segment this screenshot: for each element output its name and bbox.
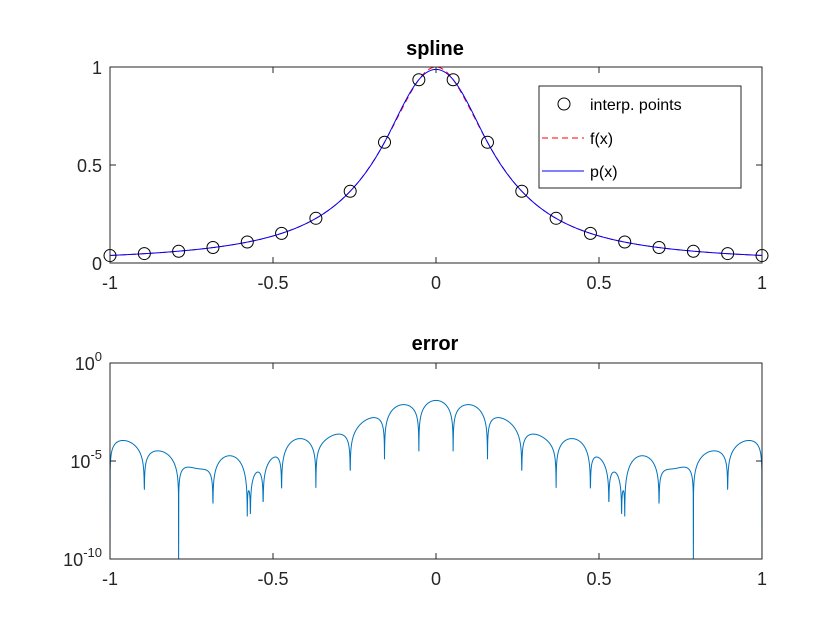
interp-point-marker [652,241,666,255]
spline-title: spline [406,38,464,60]
interp-point-marker [583,226,597,240]
y-tick-label: 0 [92,254,102,274]
error-line [110,399,762,559]
interp-point-marker [206,241,220,255]
interp-point-marker [412,73,426,87]
y-tick-label: 10-10 [63,545,102,570]
interp-point-marker [686,244,700,258]
interp-point-marker [275,226,289,240]
error-y-ticks: 10-10 10-5 100 [63,349,762,570]
interp-point-marker [515,184,529,198]
y-tick-label: 100 [75,349,102,374]
interp-point-marker [309,211,323,225]
interp-point-marker [721,247,735,261]
x-tick-label: 0.5 [586,273,611,293]
interp-point-marker [343,184,357,198]
spline-x-ticks: -1 -0.5 0 0.5 1 [102,67,767,293]
x-tick-label: -1 [102,569,118,589]
x-tick-label: 0 [431,569,441,589]
error-x-ticks: -1 -0.5 0 0.5 1 [102,363,767,589]
x-tick-label: 0.5 [586,569,611,589]
spline-legend: interp. points f(x) p(x) [538,85,742,189]
error-plot: error -1 -0.5 0 0.5 1 10-10 10-5 100 [63,333,767,589]
interp-points-markers [103,73,769,263]
y-tick-label: 0.5 [77,156,102,176]
interp-point-marker [480,135,494,149]
y-tick-label: 1 [92,58,102,78]
legend-label-interp-points: interp. points [590,97,682,114]
x-tick-label: 0 [431,273,441,293]
error-plot-area [110,363,762,559]
interp-point-marker [549,211,563,225]
error-title: error [412,333,459,355]
error-curves [110,399,762,559]
y-tick-label: 10-5 [70,447,102,472]
spline-plot: spline -1 -0.5 0 0.5 1 00.51 interp. points … [77,38,769,293]
x-tick-label: -0.5 [257,273,288,293]
interp-point-marker [618,235,632,249]
interp-point-marker [378,135,392,149]
legend-label-px: p(x) [590,164,618,181]
interp-point-marker [172,244,186,258]
legend-circle-marker-icon [557,97,571,111]
x-tick-label: 1 [757,569,767,589]
x-tick-label: -0.5 [257,569,288,589]
spline-y-ticks: 00.51 [77,58,762,274]
x-tick-label: 1 [757,273,767,293]
legend-label-fx: f(x) [590,131,613,148]
interp-point-marker [446,73,460,87]
interp-point-marker [137,247,151,261]
x-tick-label: -1 [102,273,118,293]
interp-point-marker [240,235,254,249]
